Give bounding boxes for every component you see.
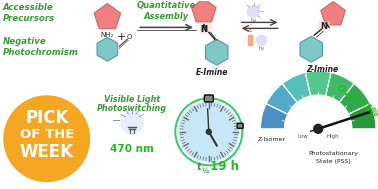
- Text: 470 nm: 470 nm: [110, 144, 154, 154]
- Wedge shape: [282, 73, 311, 102]
- Text: Over 95%: Over 95%: [335, 83, 378, 119]
- FancyBboxPatch shape: [237, 123, 243, 128]
- Polygon shape: [192, 0, 216, 22]
- Circle shape: [179, 102, 239, 162]
- Text: Visible Light: Visible Light: [104, 95, 160, 104]
- Wedge shape: [259, 129, 378, 188]
- Wedge shape: [339, 84, 370, 114]
- Text: Accessible
Precursors: Accessible Precursors: [3, 2, 55, 23]
- Text: O: O: [126, 34, 132, 40]
- FancyBboxPatch shape: [318, 21, 330, 31]
- Text: Photoswitching: Photoswitching: [97, 104, 167, 113]
- Text: E-Imine: E-Imine: [195, 68, 228, 77]
- Circle shape: [125, 114, 139, 128]
- Wedge shape: [284, 95, 352, 129]
- Text: State (PSS): State (PSS): [316, 159, 350, 164]
- Text: N: N: [321, 22, 328, 31]
- Circle shape: [121, 112, 143, 134]
- Wedge shape: [349, 104, 376, 129]
- Text: High: High: [327, 134, 339, 139]
- FancyBboxPatch shape: [204, 95, 213, 102]
- Text: Δ: Δ: [248, 28, 251, 33]
- Circle shape: [177, 100, 241, 164]
- Wedge shape: [266, 84, 297, 114]
- Text: Low: Low: [298, 134, 309, 139]
- Polygon shape: [321, 2, 345, 25]
- Circle shape: [257, 35, 266, 45]
- Text: t: t: [197, 162, 201, 172]
- Circle shape: [314, 124, 323, 133]
- Circle shape: [4, 96, 90, 181]
- Circle shape: [206, 129, 211, 134]
- Polygon shape: [94, 4, 121, 29]
- Text: NH₂: NH₂: [101, 32, 114, 38]
- Text: OF THE: OF THE: [20, 128, 74, 141]
- Text: Photostationary: Photostationary: [308, 151, 358, 156]
- Text: hν: hν: [259, 46, 265, 51]
- Text: Negative
Photochromism: Negative Photochromism: [3, 37, 79, 57]
- Wedge shape: [326, 73, 354, 102]
- Text: ½: ½: [202, 168, 209, 174]
- Text: PICK: PICK: [25, 109, 68, 127]
- Circle shape: [248, 5, 260, 17]
- FancyBboxPatch shape: [200, 24, 212, 34]
- Text: −: −: [112, 116, 121, 126]
- Polygon shape: [206, 39, 228, 65]
- Text: 19 h: 19 h: [206, 160, 239, 173]
- Text: Z-Isomer: Z-Isomer: [257, 137, 285, 142]
- Text: N: N: [200, 25, 208, 34]
- Text: hν: hν: [251, 19, 257, 23]
- Wedge shape: [260, 104, 288, 129]
- Text: WEEK: WEEK: [20, 143, 74, 161]
- Text: +: +: [117, 32, 126, 42]
- Text: Quantitative
Assembly: Quantitative Assembly: [136, 1, 196, 21]
- Circle shape: [175, 98, 243, 166]
- Wedge shape: [305, 71, 331, 96]
- Text: N: N: [200, 25, 208, 34]
- Bar: [248, 35, 252, 45]
- Text: Z-Imine: Z-Imine: [306, 65, 338, 74]
- Polygon shape: [97, 37, 118, 61]
- Polygon shape: [300, 36, 322, 62]
